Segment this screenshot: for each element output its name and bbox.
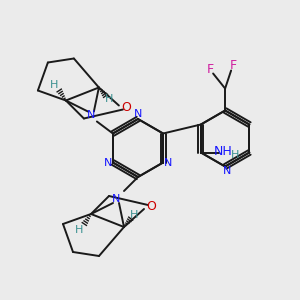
Text: H: H — [130, 210, 138, 220]
Text: F: F — [207, 63, 214, 76]
Text: H: H — [50, 80, 58, 89]
Text: NH: NH — [214, 145, 232, 158]
Text: O: O — [146, 200, 156, 214]
Text: N: N — [104, 158, 112, 169]
Text: H: H — [231, 151, 239, 160]
Text: N: N — [87, 110, 95, 121]
Text: H: H — [105, 94, 113, 104]
Text: N: N — [223, 166, 231, 176]
Text: H: H — [75, 225, 83, 235]
Text: F: F — [230, 59, 237, 72]
Text: N: N — [164, 158, 172, 167]
Text: N: N — [112, 194, 120, 204]
Text: O: O — [121, 101, 131, 114]
Text: N: N — [134, 109, 142, 119]
